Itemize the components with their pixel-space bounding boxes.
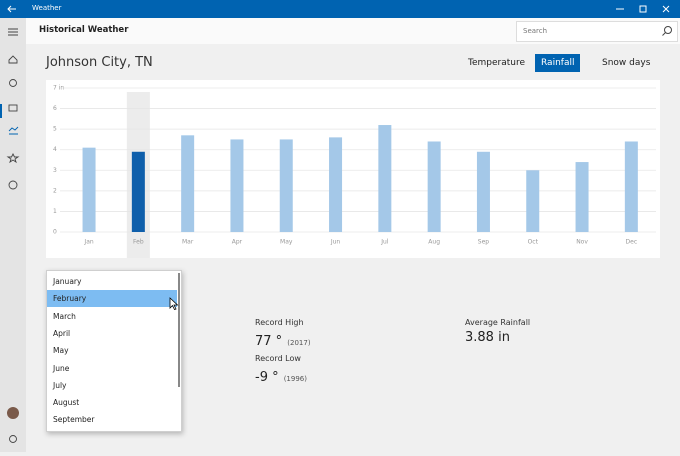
y-tick-label: 4: [53, 146, 57, 153]
title-bar: Weather: [0, 0, 680, 18]
x-tick-label: Apr: [232, 239, 243, 246]
y-tick-label: 1: [53, 208, 57, 215]
bar[interactable]: [181, 135, 195, 232]
record-high: 77 ° (2017): [255, 330, 311, 349]
avg-rainfall-label: Average Rainfall: [465, 318, 531, 327]
bar[interactable]: [131, 151, 145, 232]
y-tick-label: 3: [53, 167, 57, 174]
bar[interactable]: [329, 137, 343, 232]
bar[interactable]: [526, 170, 540, 232]
menu-button[interactable]: [8, 28, 18, 36]
x-tick-label: Mar: [182, 239, 194, 246]
x-tick-label: Feb: [133, 239, 144, 246]
y-tick-label: 5: [53, 126, 57, 133]
bar[interactable]: [279, 139, 293, 232]
historical-weather-nav[interactable]: [8, 126, 19, 135]
month-option[interactable]: May: [53, 346, 69, 356]
month-option[interactable]: April: [53, 328, 71, 338]
chart: 0 1 2 3 4 5 6 7 in Jan Feb Mar Apr May Jun Jul Aug Sep Oc…: [53, 85, 656, 258]
tab[interactable]: Snow days: [602, 58, 651, 68]
x-tick-label: Jun: [330, 239, 341, 246]
title-bar-icons: [7, 5, 670, 13]
y-tick-label: 6: [53, 105, 57, 112]
app-title: Weather: [32, 4, 62, 12]
search-placeholder: Search: [523, 27, 548, 35]
bar[interactable]: [427, 141, 441, 232]
bar[interactable]: [378, 125, 392, 232]
month-option[interactable]: August: [53, 398, 80, 408]
tab[interactable]: Rainfall: [535, 54, 581, 72]
x-tick-label: Dec: [626, 239, 638, 246]
record-low-year: (1996): [283, 375, 307, 383]
record-low: -9 ° (1996): [255, 366, 307, 385]
y-tick-label: 0: [53, 229, 57, 236]
x-tick-label: Aug: [428, 239, 440, 246]
account-avatar[interactable]: [7, 407, 19, 419]
bar[interactable]: [230, 139, 244, 232]
month-dropdown: January February March April May June July Augu…: [46, 270, 182, 432]
month-option[interactable]: September: [53, 415, 95, 425]
bar[interactable]: [575, 162, 589, 232]
x-tick-label: Jul: [380, 239, 389, 246]
search-icon[interactable]: [661, 25, 673, 37]
header-bar: Historical Weather Search: [26, 18, 680, 44]
x-tick-label: May: [280, 239, 293, 246]
search-box[interactable]: Search: [516, 21, 678, 42]
month-option[interactable]: February: [47, 290, 177, 308]
scrollbar[interactable]: [178, 273, 180, 387]
back-button[interactable]: [7, 5, 16, 13]
news-nav[interactable]: [8, 104, 18, 112]
sidebar-icons: [0, 28, 20, 443]
y-tick-label: 2: [53, 187, 57, 194]
location-title: Johnson City, TN: [46, 55, 153, 70]
close-button[interactable]: [662, 5, 670, 13]
x-tick-label: Nov: [576, 239, 588, 246]
bar[interactable]: [624, 141, 638, 232]
maximize-button[interactable]: [639, 5, 647, 13]
record-high-value: 77 °: [255, 334, 283, 349]
record-high-label: Record High: [255, 318, 304, 327]
x-tick-label: Oct: [528, 239, 539, 246]
chart-panel: 0 1 2 3 4 5 6 7 in Jan Feb Mar Apr May Jun Jul Aug Sep Oc…: [46, 80, 660, 258]
sidebar: [0, 18, 26, 452]
month-option[interactable]: March: [53, 311, 76, 321]
forecast-nav[interactable]: [8, 55, 18, 64]
month-option[interactable]: June: [53, 363, 70, 373]
y-tick-label: 7 in: [53, 85, 64, 92]
month-option[interactable]: January: [53, 277, 82, 286]
feedback-nav[interactable]: [8, 180, 18, 190]
nav-selection: [0, 104, 2, 118]
places-nav[interactable]: [6, 152, 20, 164]
record-low-label: Record Low: [255, 354, 301, 363]
settings-button[interactable]: [9, 435, 17, 443]
bar[interactable]: [476, 151, 490, 232]
tab[interactable]: Temperature: [468, 58, 526, 68]
record-low-value: -9 °: [255, 370, 279, 385]
month-option[interactable]: July: [53, 380, 67, 390]
avg-rainfall-value: 3.88 in: [465, 330, 510, 345]
page-title: Historical Weather: [39, 25, 129, 35]
bar[interactable]: [82, 147, 96, 232]
mouse-cursor: [169, 297, 179, 310]
record-high-year: (2017): [287, 339, 311, 347]
x-tick-label: Jan: [83, 239, 93, 246]
maps-nav[interactable]: [9, 79, 17, 87]
x-tick-label: Sep: [478, 239, 490, 246]
